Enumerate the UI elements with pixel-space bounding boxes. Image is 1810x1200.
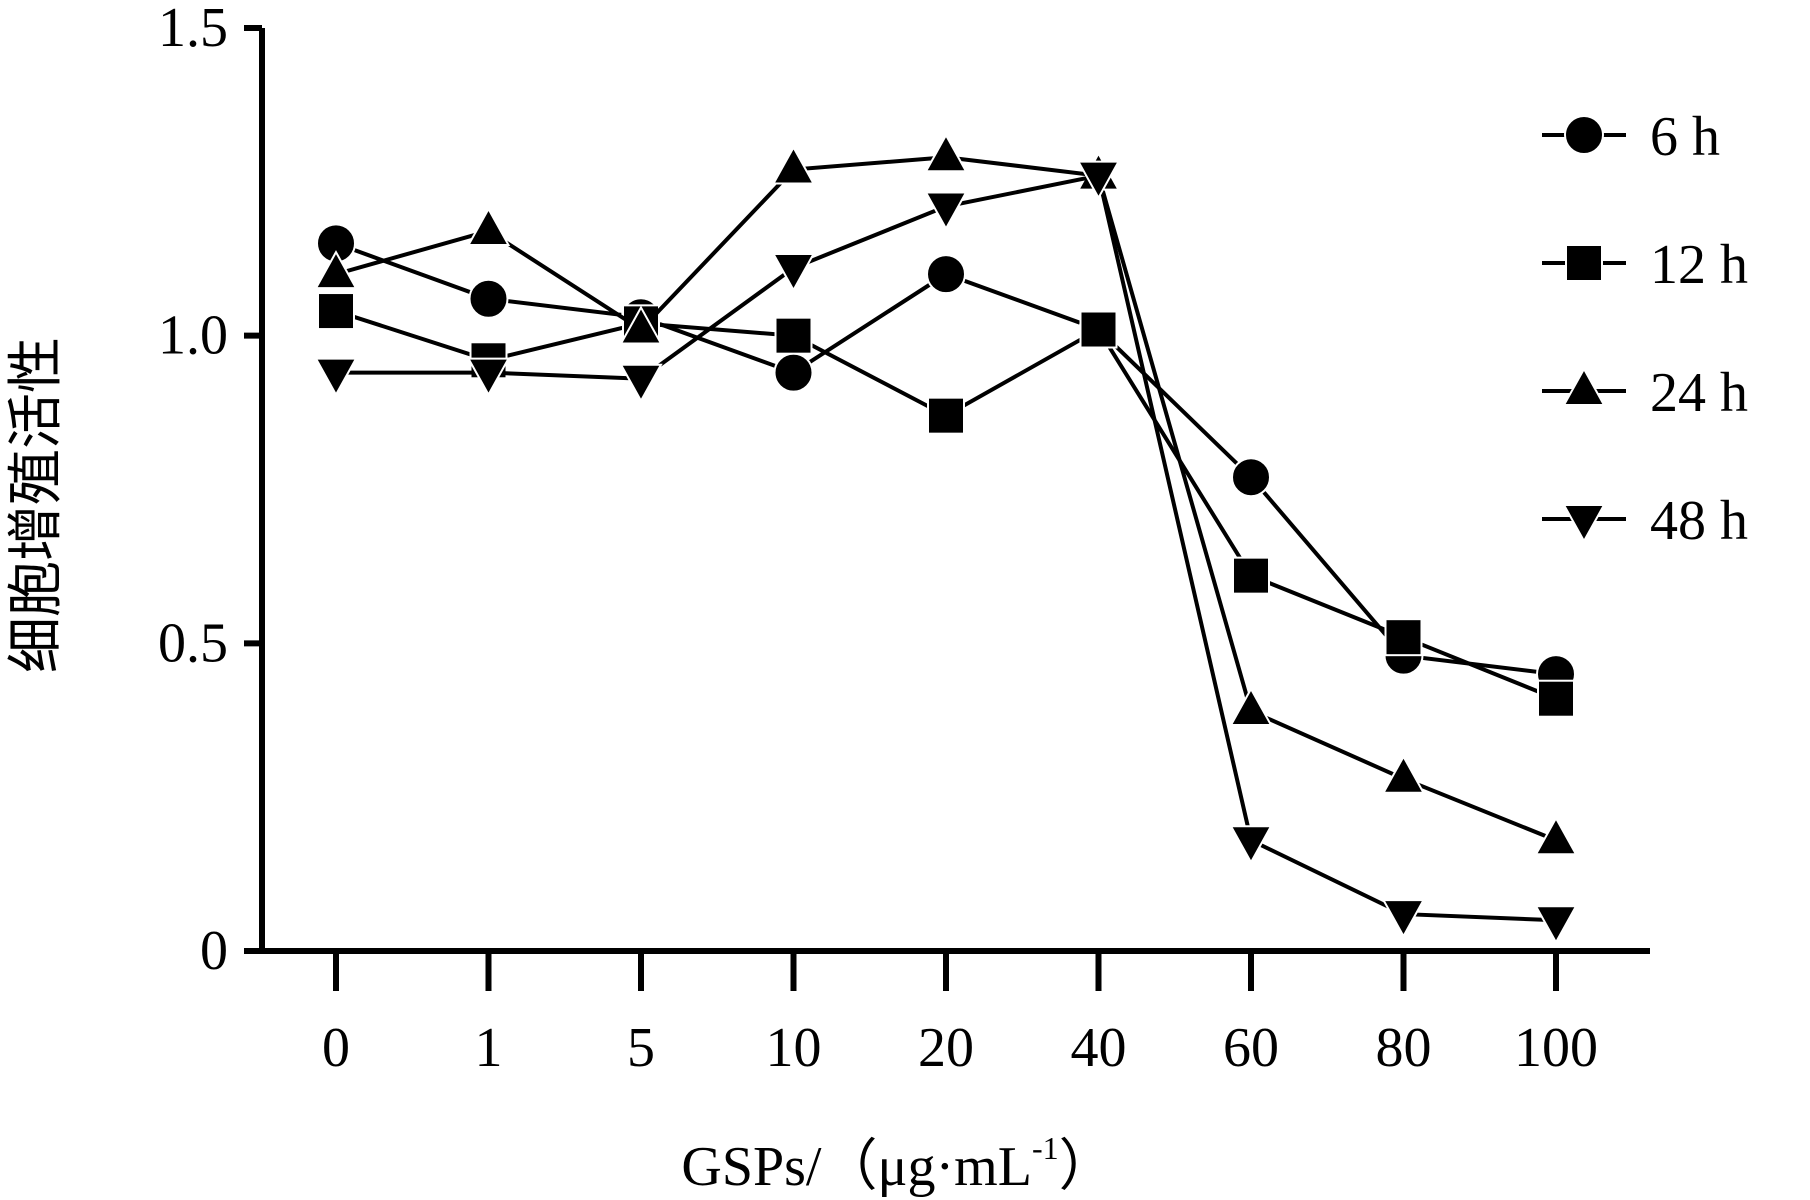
data-point <box>771 145 816 185</box>
legend-marker <box>1564 115 1604 155</box>
y-ticks: 0 0.5 1.0 1.5 <box>158 0 262 982</box>
data-point <box>466 207 511 247</box>
data-point <box>314 250 358 290</box>
data-point <box>1537 679 1575 718</box>
x-axis-title-superscript: -1 <box>1032 1130 1059 1166</box>
series-line <box>335 309 1557 701</box>
legend-marker <box>1565 244 1603 282</box>
legend-marker <box>1562 366 1606 406</box>
x-tick-label: 10 <box>766 1017 822 1079</box>
series-triangle-down <box>314 160 1578 945</box>
legend: 6 h 12 h 24 h 48 h <box>1542 106 1748 552</box>
y-tick-label: 1.0 <box>158 305 228 367</box>
data-point <box>1232 556 1270 595</box>
legend-marker <box>1562 504 1606 544</box>
legend-item: 48 h <box>1542 490 1748 552</box>
series-line <box>335 241 1557 677</box>
series-square <box>317 292 1575 718</box>
data-point <box>926 254 966 295</box>
x-tick-label: 100 <box>1514 1017 1598 1079</box>
data-point <box>1076 160 1121 200</box>
y-tick-label: 0 <box>200 920 228 982</box>
y-tick-label: 1.5 <box>158 0 228 59</box>
data-point <box>1384 618 1423 657</box>
legend-item: 12 h <box>1542 234 1748 296</box>
data-point <box>1079 310 1118 349</box>
legend-label: 6 h <box>1650 106 1720 168</box>
data-point <box>1534 816 1578 856</box>
legend-label: 12 h <box>1650 234 1748 296</box>
x-tick-label: 0 <box>322 1017 350 1079</box>
data-point <box>1229 825 1273 865</box>
legend-label: 24 h <box>1650 362 1748 424</box>
x-tick-label: 1 <box>475 1017 503 1079</box>
data-point <box>314 357 358 397</box>
series-triangle-up <box>314 133 1578 856</box>
data-point <box>1229 686 1273 727</box>
legend-item: 6 h <box>1542 106 1720 168</box>
data-point <box>1231 457 1271 498</box>
data-point <box>924 133 968 173</box>
series-layer <box>314 133 1578 945</box>
x-tick-label: 5 <box>627 1017 655 1079</box>
axes <box>259 28 1650 954</box>
data-point <box>1381 754 1426 794</box>
data-point <box>927 396 965 435</box>
data-point <box>924 191 968 231</box>
data-point <box>771 252 816 293</box>
data-point <box>1534 905 1578 945</box>
data-point <box>619 363 663 403</box>
legend-label: 48 h <box>1650 490 1748 552</box>
x-tick-label: 20 <box>918 1017 974 1079</box>
data-point <box>619 305 663 345</box>
data-point <box>774 316 813 355</box>
legend-item: 24 h <box>1542 362 1748 424</box>
x-tick-label: 60 <box>1223 1017 1279 1079</box>
x-axis-title-end: ） <box>1059 1136 1115 1198</box>
x-tick-label: 80 <box>1376 1017 1432 1079</box>
y-axis-title: 细胞增殖活性 <box>6 337 68 673</box>
x-axis-title: GSPs/（μg·mL-1） <box>681 1130 1114 1198</box>
x-ticks: 0 1 5 10 20 40 60 80 100 <box>322 951 1598 1079</box>
data-point <box>1381 899 1426 939</box>
x-tick-label: 40 <box>1071 1017 1127 1079</box>
data-point <box>317 292 355 331</box>
x-axis-title-main: GSPs/（μg·mL <box>681 1136 1032 1198</box>
data-point <box>773 352 814 393</box>
data-point <box>468 278 509 319</box>
data-point <box>466 357 511 397</box>
y-tick-label: 0.5 <box>158 612 228 674</box>
